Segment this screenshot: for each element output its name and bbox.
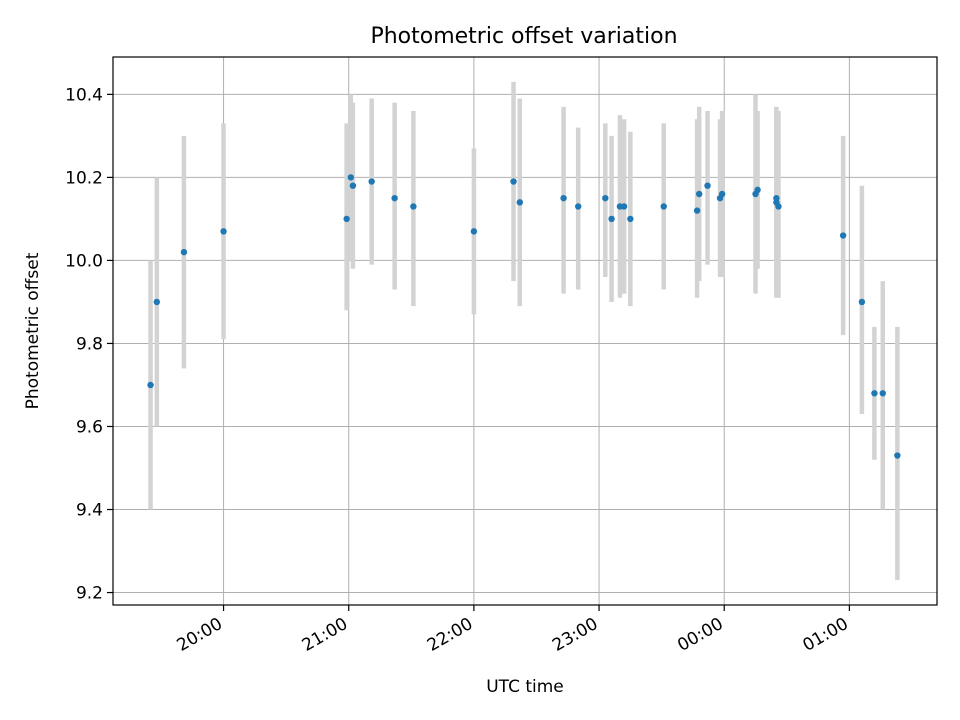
data-point: [660, 203, 667, 210]
x-tick-label: 01:00: [799, 614, 851, 656]
y-axis-label: Photometric offset: [23, 252, 43, 409]
chart-title: Photometric offset variation: [370, 24, 677, 49]
y-tick-label: 10.0: [65, 251, 103, 271]
data-point: [180, 248, 188, 256]
data-point: [349, 182, 357, 189]
grid: [113, 57, 937, 605]
data-point: [858, 298, 866, 306]
plot-frame: [112, 56, 938, 606]
data-point: [608, 215, 615, 223]
x-tick-label: 00:00: [674, 614, 726, 656]
y-tick-label: 9.6: [76, 417, 103, 437]
x-tick-label: 22:00: [424, 614, 476, 656]
data-point: [410, 203, 417, 210]
data-point: [510, 178, 517, 185]
error-bars: [148, 81, 900, 581]
y-tick-label: 9.4: [76, 501, 103, 521]
y-axis-ticks: 9.2 9.4 9.6 9.8 10.0 10.2 10.4: [65, 85, 113, 604]
data-point: [620, 203, 628, 210]
data-point: [470, 228, 478, 235]
data-point: [693, 207, 701, 214]
data-point: [871, 390, 878, 397]
data-point: [147, 381, 154, 389]
data-point: [773, 194, 780, 202]
data-point: [368, 178, 375, 185]
x-axis-ticks: 20:00 21:00 22:00 23:00 00:00 01:00: [174, 605, 852, 656]
data-point: [391, 194, 398, 202]
y-tick-label: 9.8: [76, 334, 103, 354]
data-point: [627, 215, 634, 223]
x-tick-label: 20:00: [174, 614, 226, 656]
data-point: [220, 228, 227, 235]
data-point: [343, 215, 350, 223]
x-axis-label: UTC time: [486, 677, 564, 697]
data-point: [574, 203, 582, 210]
data-point: [347, 174, 355, 181]
data-points: [147, 174, 901, 459]
data-point: [879, 390, 886, 397]
data-point: [704, 182, 711, 189]
data-point: [754, 186, 761, 194]
x-tick-label: 21:00: [299, 614, 351, 656]
data-point: [516, 199, 523, 206]
data-point: [894, 452, 901, 459]
y-tick-label: 10.2: [65, 168, 103, 188]
data-point: [775, 203, 782, 210]
data-point: [602, 194, 609, 202]
x-tick-label: 23:00: [549, 614, 601, 656]
data-point: [718, 190, 726, 198]
data-point: [153, 298, 161, 306]
data-point: [560, 194, 567, 202]
data-point: [695, 190, 703, 198]
data-point: [839, 232, 847, 239]
y-tick-label: 10.4: [65, 85, 103, 105]
y-tick-label: 9.2: [76, 584, 103, 604]
